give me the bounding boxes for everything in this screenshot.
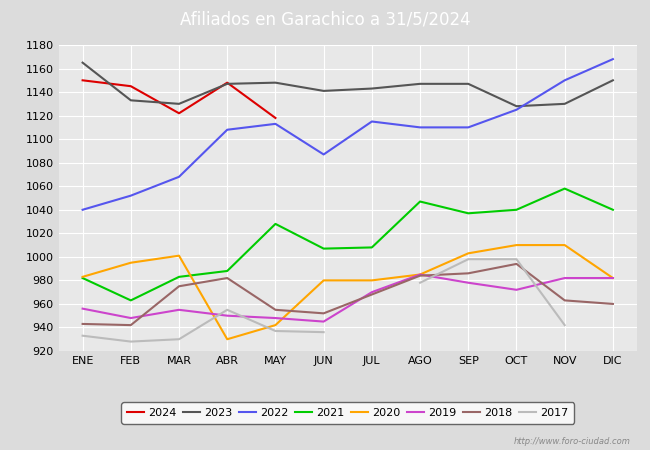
Text: http://www.foro-ciudad.com: http://www.foro-ciudad.com bbox=[514, 436, 630, 446]
Legend: 2024, 2023, 2022, 2021, 2020, 2019, 2018, 2017: 2024, 2023, 2022, 2021, 2020, 2019, 2018… bbox=[122, 402, 574, 423]
Text: Afiliados en Garachico a 31/5/2024: Afiliados en Garachico a 31/5/2024 bbox=[179, 10, 471, 28]
